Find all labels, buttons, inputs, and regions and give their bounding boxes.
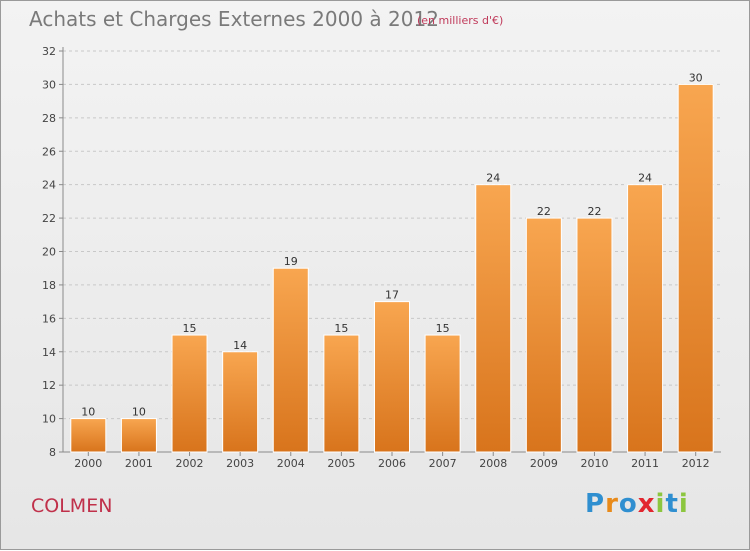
bar-2010 [576,217,613,453]
logo-letter: P [585,489,606,519]
x-tick-label-2006: 2006 [378,457,406,470]
value-label-2010: 22 [587,205,601,218]
y-tick-label: 8 [49,446,56,459]
value-label-2008: 24 [486,172,500,185]
value-label-2004: 19 [284,255,298,268]
chart-subtitle: (en milliers d'€) [417,14,504,27]
value-label-2012: 30 [689,71,703,84]
logo-letter: o [618,489,638,519]
y-tick-label: 14 [42,346,56,359]
bar-2000 [70,418,107,453]
y-tick-label: 12 [42,379,56,392]
bar-2002 [171,334,208,453]
value-label-2005: 15 [334,322,348,335]
value-label-2000: 10 [81,406,95,419]
bar-2006 [374,301,410,453]
y-tick-label: 26 [42,145,56,158]
bar-2007 [424,334,461,453]
y-tick-label: 28 [42,112,56,125]
bar-2009 [525,217,562,453]
value-label-2009: 22 [537,205,551,218]
y-tick-label: 32 [42,45,56,58]
x-tick-label-2008: 2008 [479,457,507,470]
bar-2001 [120,418,157,453]
logo-letter: t [665,489,679,519]
value-label-2011: 24 [638,172,652,185]
logo-letter: x [637,489,656,519]
bar-2005 [323,334,360,453]
x-tick-label-2002: 2002 [176,457,204,470]
bar-2008 [475,184,512,453]
logo-letter: i [678,489,689,519]
bar-2012 [677,83,714,453]
x-tick-label-2007: 2007 [429,457,457,470]
x-tick-label-2009: 2009 [530,457,558,470]
x-tick-label-2000: 2000 [74,457,102,470]
y-tick-label: 24 [42,179,56,192]
commune-name: COLMEN [31,495,113,517]
bar-2004 [272,267,309,453]
value-label-2006: 17 [385,289,399,302]
value-label-2007: 15 [436,322,450,335]
x-tick-label-2010: 2010 [580,457,608,470]
y-tick-label: 22 [42,212,56,225]
x-tick-label-2011: 2011 [631,457,659,470]
y-tick-label: 18 [42,279,56,292]
logo-letter: i [655,489,666,519]
value-label-2003: 14 [233,339,247,352]
y-tick-label: 16 [42,312,56,325]
logo-letter: r [605,489,619,519]
value-label-2001: 10 [132,406,146,419]
y-tick-label: 30 [42,78,56,91]
value-label-2002: 15 [183,322,197,335]
x-tick-label-2004: 2004 [277,457,305,470]
bar-2003 [222,351,259,453]
bar-2011 [627,184,664,453]
chart-title: Achats et Charges Externes 2000 à 2012 [29,7,439,31]
x-tick-label-2005: 2005 [327,457,355,470]
x-tick-label-2003: 2003 [226,457,254,470]
x-tick-label-2012: 2012 [682,457,710,470]
y-tick-label: 10 [42,413,56,426]
x-tick-label-2001: 2001 [125,457,153,470]
proxiti-logo: Proxiti [585,489,689,519]
y-tick-label: 20 [42,246,56,259]
